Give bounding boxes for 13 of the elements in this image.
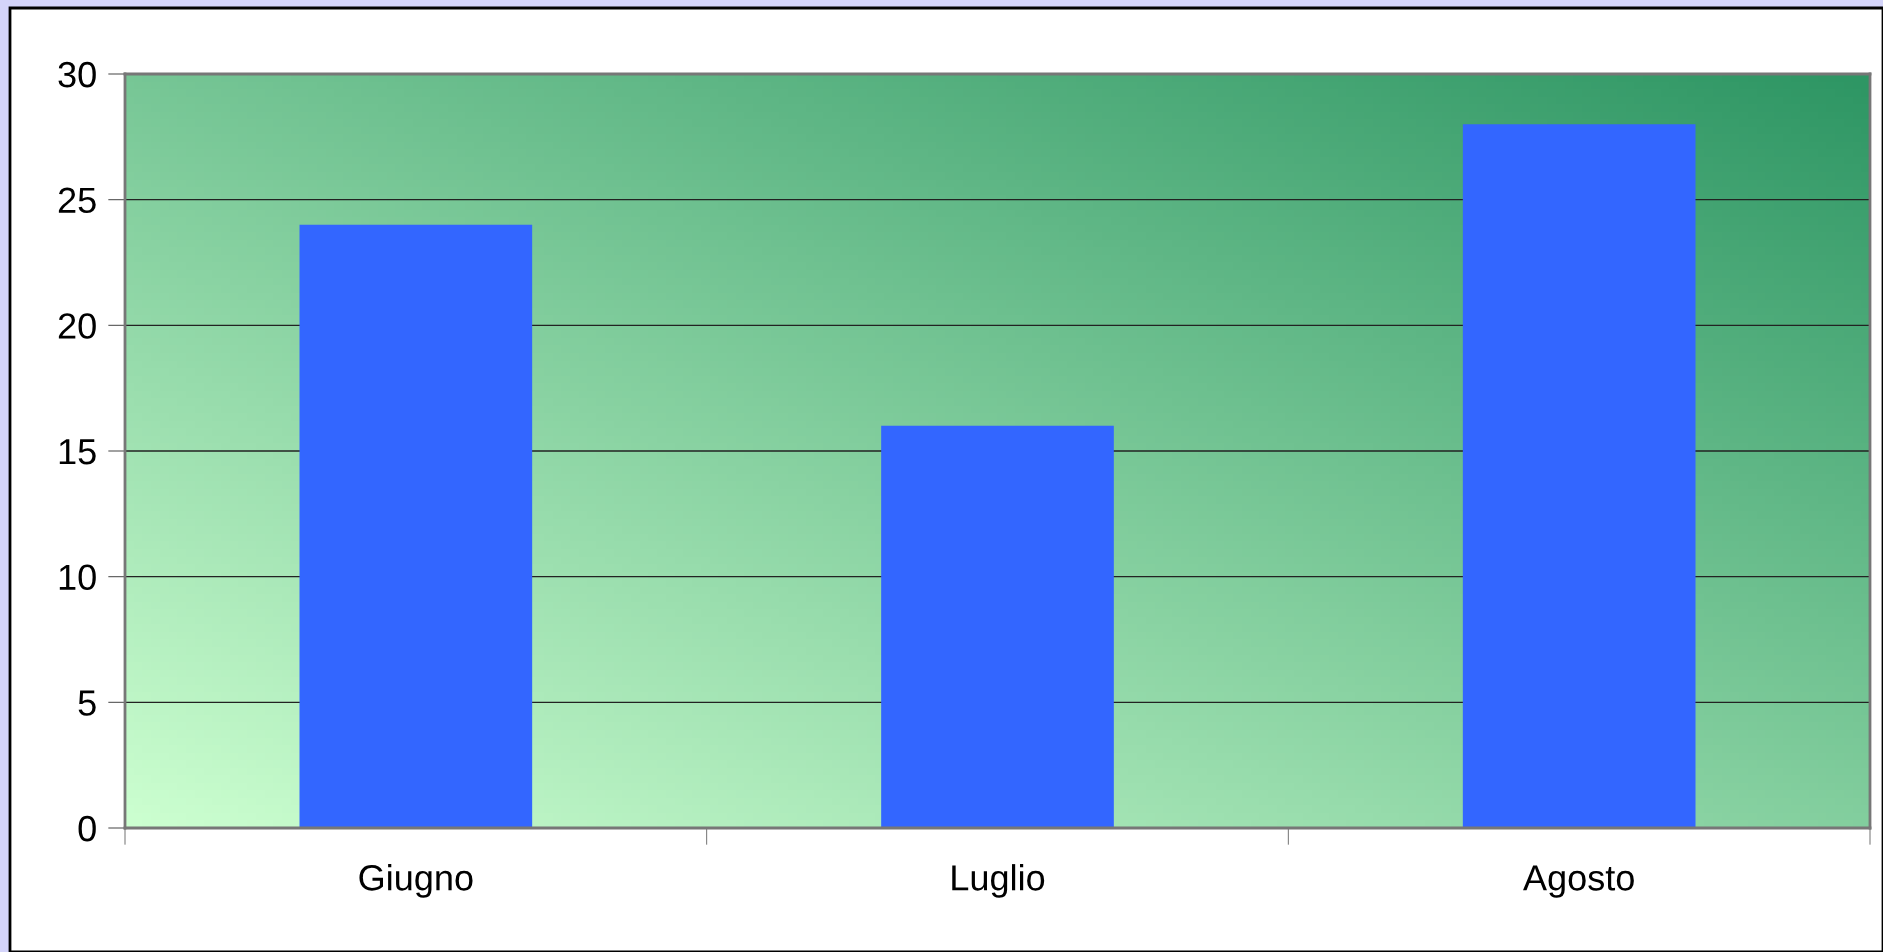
y-tick-label: 0	[78, 815, 96, 842]
y-tick-label: 30	[58, 61, 96, 88]
bar	[299, 224, 533, 828]
x-tick-label: Luglio	[952, 864, 1045, 898]
bar	[1462, 124, 1696, 828]
y-tick-label: 20	[58, 313, 96, 339]
bar	[881, 425, 1114, 828]
y-tick-label: 15	[59, 439, 96, 465]
y-tick-label: 5	[78, 690, 96, 716]
y-tick-label: 10	[59, 564, 96, 591]
x-tick-label: Giugno	[359, 864, 473, 898]
x-tick-label: Agosto	[1523, 865, 1634, 898]
y-tick-label: 25	[58, 187, 96, 214]
